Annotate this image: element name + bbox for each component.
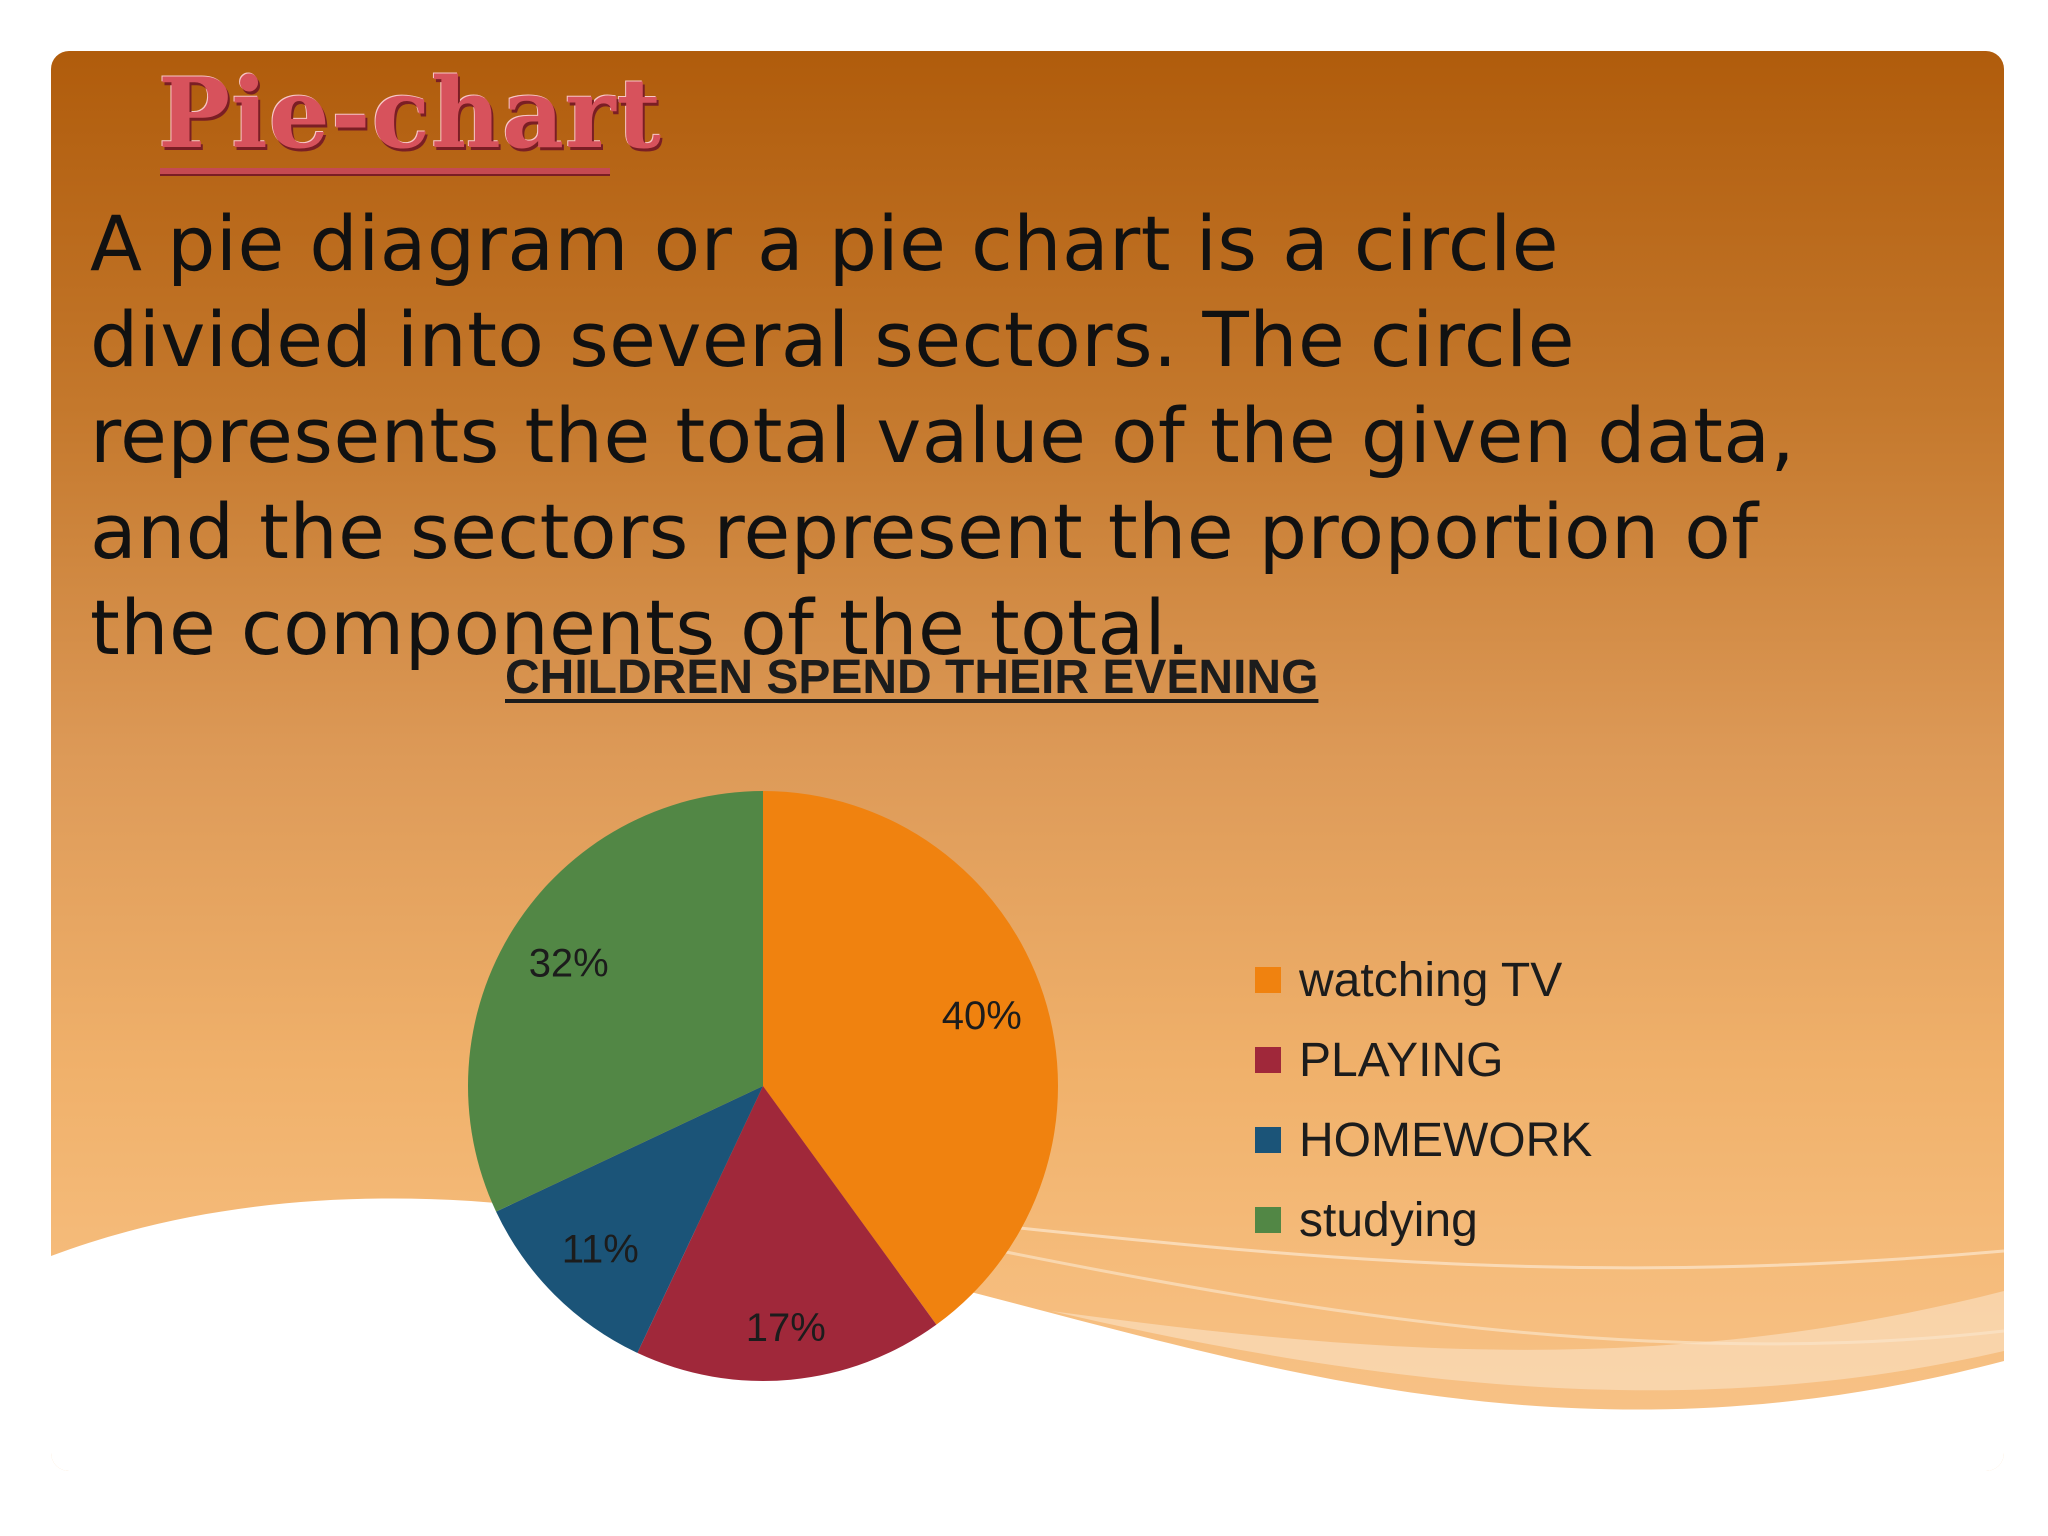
- legend-label: watching TV: [1299, 953, 1563, 1007]
- pie-slice-studying: [467, 791, 763, 1212]
- legend-label: studying: [1299, 1193, 1478, 1247]
- legend-item: PLAYING: [1255, 1020, 1592, 1100]
- legend-label: PLAYING: [1299, 1033, 1504, 1087]
- pie-slice-playing: [637, 1086, 937, 1381]
- slide-description: A pie diagram or a pie chart is a circle…: [90, 199, 1796, 672]
- legend-item: watching TV: [1255, 940, 1592, 1020]
- data-label-watching-tv: 40%: [942, 994, 1022, 1038]
- slide-background: [51, 51, 2004, 1471]
- legend-swatch: [1255, 1207, 1281, 1233]
- legend-swatch: [1255, 1047, 1281, 1073]
- chart-legend: watching TV PLAYING HOMEWORK studying: [1255, 940, 1592, 1260]
- legend-item: HOMEWORK: [1255, 1100, 1592, 1180]
- data-label-homework: 11%: [562, 1228, 639, 1272]
- pie-slice-homework: [496, 1086, 763, 1353]
- slide-title: Pie-chart: [158, 57, 662, 170]
- data-label-playing: 17%: [746, 1306, 826, 1350]
- data-label-studying: 32%: [529, 942, 609, 986]
- legend-swatch: [1255, 1127, 1281, 1153]
- pie-slice-watching-tv: [763, 791, 1058, 1325]
- legend-label: HOMEWORK: [1299, 1113, 1593, 1167]
- legend-item: studying: [1255, 1180, 1592, 1260]
- title-underline: [160, 168, 610, 174]
- legend-swatch: [1255, 967, 1281, 993]
- chart-title: CHILDREN SPEND THEIR EVENING: [505, 651, 1319, 704]
